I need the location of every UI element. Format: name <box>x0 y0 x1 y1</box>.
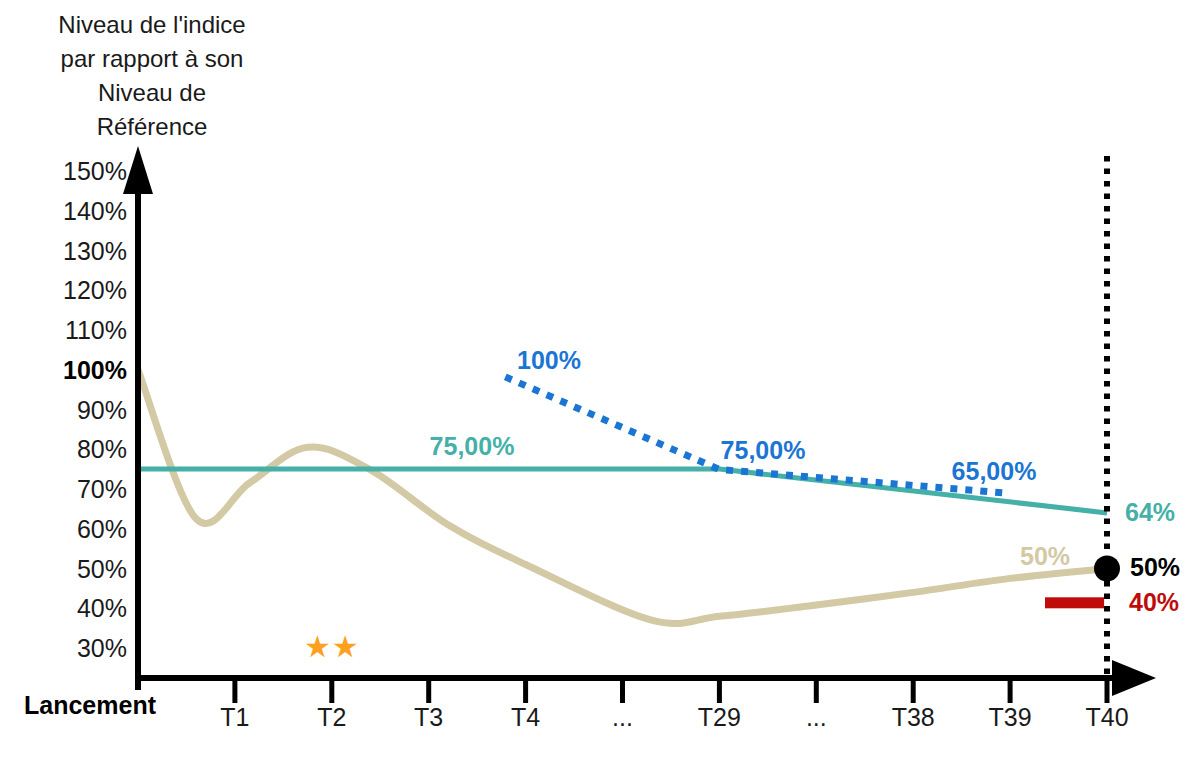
y-axis-title-line: Niveau de l'indice <box>28 8 276 42</box>
annotation-label: 65,00% <box>952 457 1037 486</box>
y-tick-label: 60% <box>0 513 127 545</box>
x-tick-label: T40 <box>1059 703 1155 732</box>
x-tick-label: T4 <box>478 703 574 732</box>
y-tick-label: 70% <box>0 473 127 505</box>
x-tick-label: T29 <box>671 703 767 732</box>
annotation-label: 50% <box>1020 542 1070 571</box>
annotation-label: 100% <box>517 346 581 375</box>
x-tick-label: ... <box>575 703 671 732</box>
y-axis-title: Niveau de l'indice par rapport à son Niv… <box>28 8 276 144</box>
y-tick-label: 140% <box>0 195 127 227</box>
star-markers: ★★ <box>304 632 360 662</box>
y-tick-label: 150% <box>0 155 127 187</box>
x-axis-arrow <box>1112 660 1156 696</box>
x-tick-label: T1 <box>187 703 283 732</box>
y-axis-title-line: Niveau de <box>28 76 276 110</box>
y-tick-label: 80% <box>0 433 127 465</box>
annotation-label: 75,00% <box>430 432 515 461</box>
x-tick-label: T39 <box>962 703 1058 732</box>
y-axis-title-line: par rapport à son <box>28 42 276 76</box>
y-tick-label: 120% <box>0 274 127 306</box>
payoff-chart: Niveau de l'indice par rapport à son Niv… <box>0 0 1200 762</box>
y-axis-title-line: Référence <box>28 110 276 144</box>
annotation-label: 50% <box>1130 553 1180 582</box>
y-tick-label: 110% <box>0 314 127 346</box>
y-tick-label: 50% <box>0 553 127 585</box>
y-tick-label: 130% <box>0 235 127 267</box>
y-axis-arrow <box>123 146 153 194</box>
y-tick-label: 90% <box>0 394 127 426</box>
final-level-dot <box>1094 556 1120 582</box>
x-tick-label: T3 <box>381 703 477 732</box>
red-floor-bar <box>1045 597 1104 608</box>
x-origin-label: Lancement <box>14 691 166 720</box>
x-tick-label: ... <box>768 703 864 732</box>
annotation-label: 75,00% <box>721 436 806 465</box>
annotation-label: 40% <box>1129 588 1179 617</box>
y-tick-label: 100% <box>0 354 127 386</box>
x-tick-label: T38 <box>865 703 961 732</box>
x-tick-label: T2 <box>284 703 380 732</box>
y-tick-label: 30% <box>0 632 127 664</box>
y-tick-label: 40% <box>0 592 127 624</box>
annotation-label: 64% <box>1125 498 1175 527</box>
